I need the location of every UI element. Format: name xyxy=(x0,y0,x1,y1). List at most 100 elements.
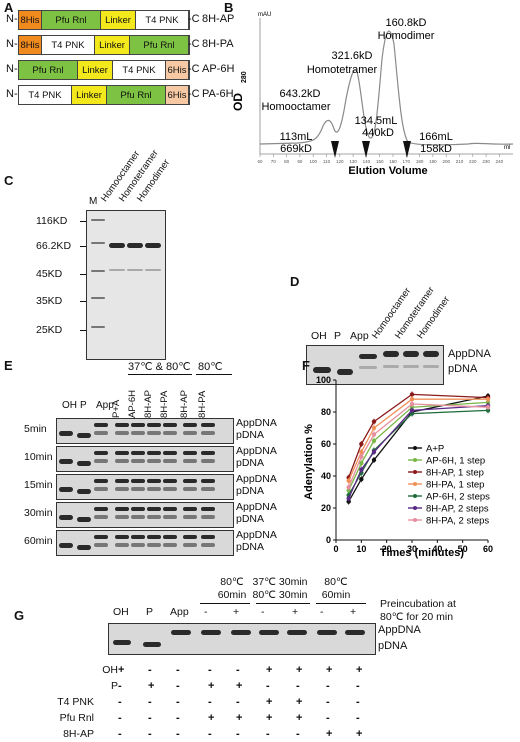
chromatogram-chart: mAU ml 60 70 80 90 100 110 120 130 140 150 160 170 1… xyxy=(231,12,514,177)
construct-c-terminus: -C xyxy=(188,13,200,25)
x-tick-label: 170 xyxy=(403,159,411,164)
gel-band xyxy=(183,459,197,463)
f-y-tick-label: 0 xyxy=(326,535,331,545)
gel-band xyxy=(115,479,129,483)
panel-d-band-p: pDNA xyxy=(448,363,478,375)
gel-band xyxy=(163,459,177,463)
component-sign: - xyxy=(326,696,330,708)
panel-label-g: G xyxy=(14,608,25,623)
component-sign: + xyxy=(266,712,273,724)
construct-domain: 8His xyxy=(19,36,42,54)
marker-arrow-3 xyxy=(403,141,411,158)
gel-band xyxy=(163,431,177,435)
component-sign: - xyxy=(326,680,330,692)
x-tick-label: 210 xyxy=(456,159,464,164)
mw-label: 45KD xyxy=(36,268,63,280)
construct-domain: Pfu Rnl xyxy=(42,11,101,29)
preincubation-line-1: Preincubation at xyxy=(380,598,456,610)
component-sign: + xyxy=(118,664,125,676)
gel-band xyxy=(59,543,73,548)
band-label-app: AppDNA xyxy=(236,445,277,457)
component-label: 8H-AP xyxy=(63,728,94,740)
lane-label: - xyxy=(320,606,324,618)
gel-band xyxy=(201,535,215,539)
gel-band xyxy=(383,365,399,368)
gel-band xyxy=(115,459,129,463)
x-tick-label: 160 xyxy=(389,159,397,164)
legend-marker xyxy=(413,482,417,486)
gel-band xyxy=(183,479,197,483)
ml-unit: ml xyxy=(504,145,510,151)
x-tick-label: 100 xyxy=(309,159,317,164)
x-tick-label: 230 xyxy=(482,159,490,164)
component-sign: + xyxy=(356,664,363,676)
gel-band xyxy=(163,543,177,547)
gel-band xyxy=(115,423,129,427)
component-sign: + xyxy=(236,680,243,692)
band-label-p: pDNA xyxy=(236,457,265,469)
gel-band xyxy=(115,487,129,491)
gel-band xyxy=(131,507,145,511)
construct-n-terminus: N- xyxy=(6,88,18,100)
f-x-tick-label: 40 xyxy=(432,544,442,554)
gel-band xyxy=(201,515,215,519)
f-x-axis-title: Times (minutes) xyxy=(380,547,464,559)
component-sign: - xyxy=(296,680,300,692)
time-label: 10min xyxy=(24,451,53,463)
mw-tick xyxy=(80,301,86,302)
lane-label: 8H-AP xyxy=(143,390,154,418)
lane-label: + xyxy=(292,606,299,618)
component-sign: - xyxy=(118,712,122,724)
gel-band xyxy=(317,630,337,635)
marker-arrow-1 xyxy=(331,141,339,158)
time-gel xyxy=(56,446,234,472)
component-sign: + xyxy=(266,696,273,708)
x-tick-label: 120 xyxy=(336,159,344,164)
gel-band xyxy=(201,451,215,455)
x-tick-label: 110 xyxy=(323,159,331,164)
component-sign: + xyxy=(326,728,333,740)
legend-label: A+P xyxy=(426,444,444,455)
gel-band xyxy=(94,515,108,519)
construct-domain: Linker xyxy=(95,36,130,54)
band-label-app: AppDNA xyxy=(236,417,277,429)
time-gel xyxy=(56,502,234,528)
panel-e-group-2-line xyxy=(196,374,232,375)
lane-label: + xyxy=(350,606,357,618)
mw-label: 116KD xyxy=(36,215,68,227)
gel-band xyxy=(287,630,307,635)
condition-line-2: 60min xyxy=(217,589,247,601)
lane-label: OH xyxy=(62,400,77,411)
gel-band xyxy=(59,431,73,436)
gel-band xyxy=(163,507,177,511)
legend-marker xyxy=(413,518,417,522)
component-sign: - xyxy=(148,728,152,740)
gel-band xyxy=(171,630,191,635)
gel-band xyxy=(201,479,215,483)
lane-label: 8H-PA xyxy=(159,390,170,418)
construct-domain: T4 PNK xyxy=(19,86,72,104)
legend-label: AP-6H, 1 step xyxy=(426,456,485,467)
construct-c-terminus: -C xyxy=(188,63,200,75)
lane-label: P xyxy=(146,606,154,618)
panel-d-gel xyxy=(306,345,444,385)
legend-label: 8H-PA, 2 steps xyxy=(426,516,489,527)
band-label-p: pDNA xyxy=(236,429,265,441)
component-sign: + xyxy=(148,680,155,692)
construct-domain: Linker xyxy=(101,11,136,29)
f-x-tick-label: 10 xyxy=(356,544,366,554)
construct-bar: Pfu Rnl Linker T4 PNK 6His xyxy=(18,60,190,80)
gel-band xyxy=(59,459,73,464)
gel-band xyxy=(201,487,215,491)
component-sign: - xyxy=(236,696,240,708)
y-axis-subscript: 280 xyxy=(241,71,248,83)
marker-band xyxy=(91,326,105,328)
gel-band xyxy=(147,451,161,455)
gel-band xyxy=(115,507,129,511)
condition-line-1: 80℃ xyxy=(324,576,348,588)
panel-label-c: C xyxy=(4,173,14,188)
condition-line-1: 80℃ xyxy=(220,576,244,588)
construct-domain: 6His xyxy=(166,86,189,104)
gel-band xyxy=(163,515,177,519)
gel-band xyxy=(94,487,108,491)
